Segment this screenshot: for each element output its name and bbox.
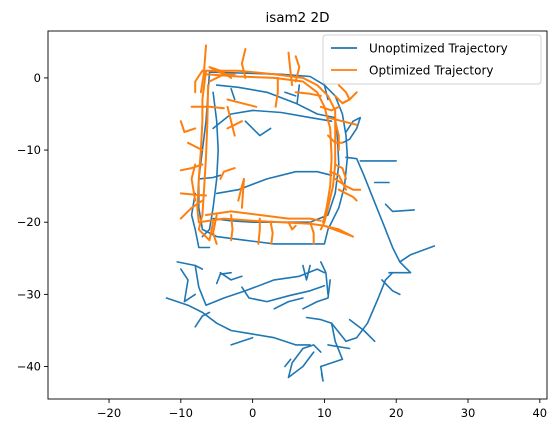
axis-layer: −20 −10 0 10 20 30 40 0 −10 −20 −30 −40 — [17, 71, 547, 420]
trajectory-segment — [226, 120, 243, 130]
trajectory-segment — [257, 217, 261, 245]
trajectory-segment — [384, 203, 416, 213]
trajectory-segment — [194, 311, 211, 328]
trajectory-segment — [284, 358, 292, 368]
trajectory-segment — [305, 316, 347, 343]
trajectory-segment — [230, 214, 234, 242]
trajectory-segment — [240, 48, 247, 79]
x-tick-label: −10 — [169, 406, 193, 420]
trajectory-segment — [269, 221, 274, 245]
trajectory-segment — [287, 51, 294, 87]
legend-box — [322, 34, 542, 85]
trajectory-segment — [287, 221, 297, 231]
series-optimized-trajectory — [179, 44, 362, 245]
trajectory-segment — [327, 134, 344, 144]
y-tick-label: 0 — [34, 71, 41, 85]
trajectory-segment — [296, 84, 301, 104]
trajectory-segment — [345, 156, 436, 263]
trajectory-segment — [302, 279, 332, 310]
y-tick-label: −10 — [17, 143, 41, 157]
trajectory-segment — [205, 69, 337, 231]
legend-label-optimized: Optimized Trajectory — [369, 64, 494, 78]
trajectory-segment — [212, 214, 218, 245]
trajectory-segment — [345, 271, 394, 343]
trajectory-segment — [348, 318, 376, 343]
trajectory-segment — [179, 120, 197, 133]
trajectory-segment — [309, 221, 315, 245]
trajectory-segment — [334, 120, 340, 152]
trajectory-segment — [199, 44, 207, 94]
trajectory-segment — [329, 170, 347, 191]
trajectory-segment — [302, 264, 311, 281]
trajectory-segment — [273, 297, 304, 310]
trajectory-segment — [205, 73, 333, 224]
trajectory-segment — [226, 98, 258, 108]
trajectory-segment — [244, 120, 272, 137]
trajectory-segment — [230, 336, 254, 346]
chart-title: isam2 2D — [265, 10, 329, 26]
trajectory-segment — [226, 105, 236, 137]
trajectory-segment — [215, 271, 232, 285]
plot-frame — [47, 30, 548, 400]
trajectory-segment — [319, 365, 324, 382]
trajectory-segment — [201, 91, 219, 238]
legend: Unoptimized Trajectory Optimized Traject… — [322, 34, 542, 85]
trajectory-segment — [341, 91, 358, 105]
x-tick-label: 30 — [461, 406, 476, 420]
trajectory-segment — [219, 167, 236, 180]
trajectory-segment — [179, 163, 204, 172]
trajectory-segment — [274, 76, 279, 108]
trajectory-segment — [319, 261, 329, 296]
trajectory-segment — [179, 199, 204, 220]
trajectory-segment — [319, 358, 344, 368]
trajectory-segment — [327, 116, 358, 126]
trajectory-segment — [205, 210, 322, 222]
trajectory-segment — [230, 87, 236, 101]
trajectory-segment — [180, 268, 196, 303]
x-tick-label: 40 — [532, 406, 547, 420]
trajectory-segment — [212, 109, 333, 130]
trajectory-segment — [219, 271, 243, 281]
trajectory-segment — [179, 192, 207, 197]
series-layer — [165, 44, 436, 382]
trajectory-segment — [334, 177, 362, 191]
trajectory-segment — [215, 170, 333, 195]
trajectory-segment — [190, 163, 197, 202]
trajectory-segment — [197, 214, 215, 242]
trajectory-segment — [388, 261, 412, 274]
trajectory-segment — [381, 279, 401, 296]
trajectory-segment — [194, 264, 326, 307]
x-tick-label: 0 — [249, 406, 256, 420]
trajectory-segment — [294, 91, 322, 97]
trajectory-segment — [241, 284, 326, 303]
y-tick-label: −20 — [17, 215, 41, 229]
plot-area — [48, 31, 547, 399]
trajectory-segment — [208, 66, 233, 79]
legend-label-unoptimized: Unoptimized Trajectory — [369, 42, 508, 56]
trajectory-segment — [284, 91, 297, 97]
x-tick-label: 10 — [317, 406, 332, 420]
y-tick-label: −30 — [17, 287, 41, 301]
trajectory-segment — [294, 55, 301, 83]
trajectory-segment — [334, 163, 347, 180]
trajectory-segment — [287, 351, 315, 379]
trajectory-segment — [187, 141, 204, 152]
x-tick-label: −20 — [97, 406, 121, 420]
trajectory-segment — [337, 188, 358, 202]
trajectory-segment — [327, 344, 351, 350]
x-tick-label: 20 — [389, 406, 404, 420]
trajectory-segment — [287, 344, 322, 379]
trajectory-segment — [319, 105, 340, 112]
trajectory-segment — [165, 297, 311, 346]
trajectory-segment — [194, 69, 204, 94]
trajectory-segment — [198, 174, 222, 180]
trajectory-segment — [237, 177, 245, 209]
y-tick-label: −40 — [17, 360, 41, 374]
trajectory-segment — [330, 322, 344, 361]
trajectory-segment — [190, 105, 225, 110]
trajectory-segment — [323, 84, 329, 101]
